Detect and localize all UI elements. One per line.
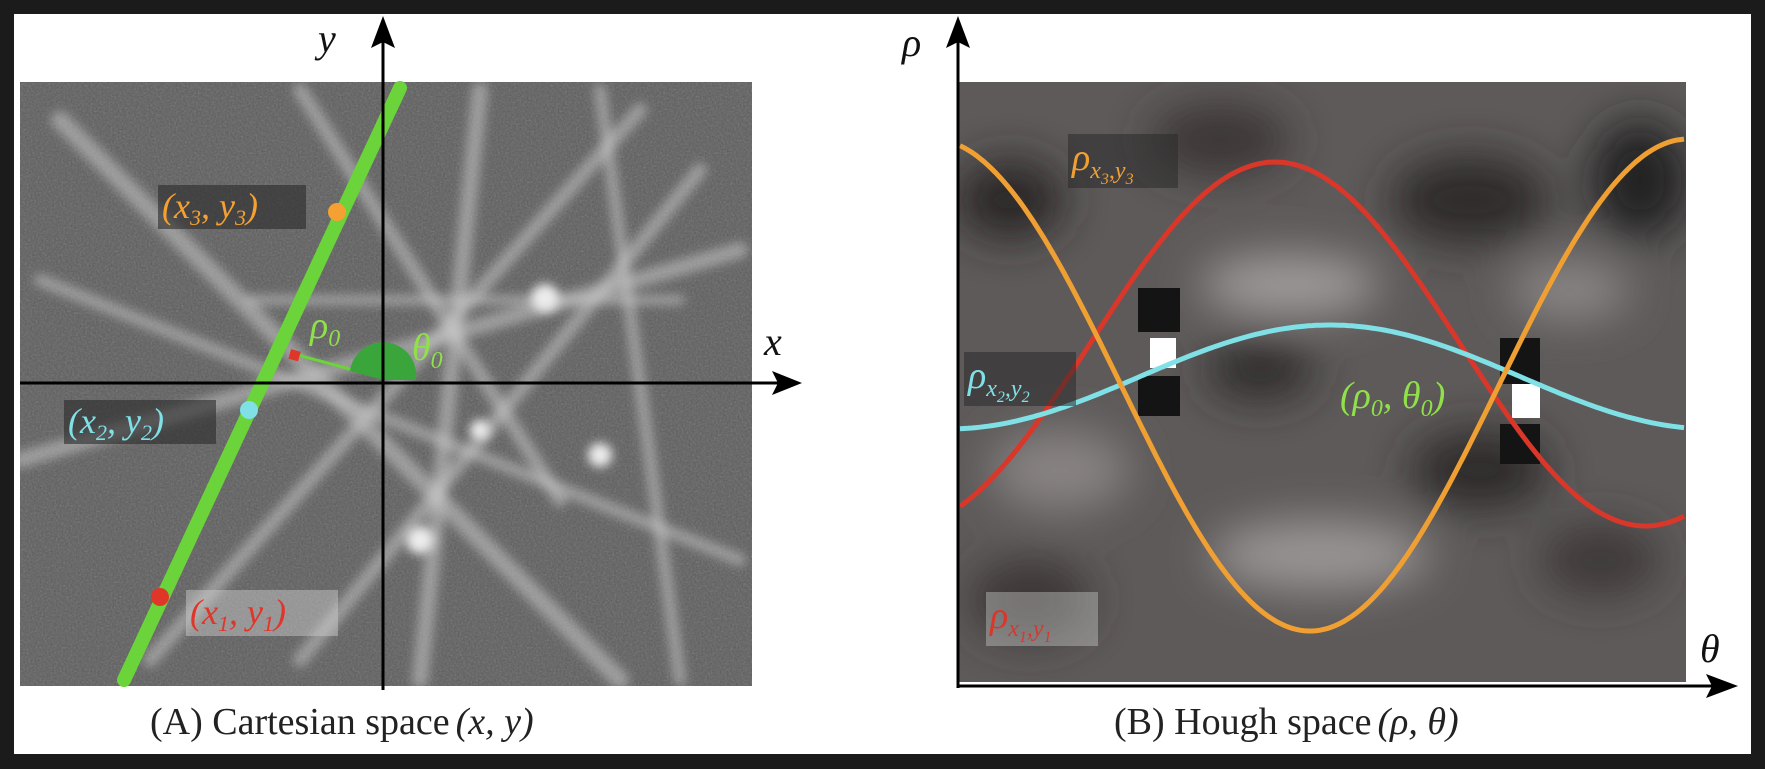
x-axis-label: x xyxy=(763,319,782,364)
point-1-label: (x1, y1) xyxy=(190,592,286,636)
panel-b-caption: (B) Hough space (ρ, θ) xyxy=(1114,701,1459,743)
curve-3-label: ρx3,y3 xyxy=(1071,137,1134,188)
right-angle-marker xyxy=(288,349,301,362)
y-axis-arrow xyxy=(371,16,395,48)
point-1-label-bg xyxy=(186,590,338,636)
y-axis-label: y xyxy=(314,16,336,61)
curve-rho-x3-y3 xyxy=(958,136,1685,634)
pattern-poles xyxy=(406,284,612,554)
theta0-label: θ0 xyxy=(412,327,443,374)
point-2-marker xyxy=(240,401,258,419)
theta-axis-label: θ xyxy=(1700,626,1720,671)
rho-axis-label: ρ xyxy=(900,20,921,65)
theta-axis-arrow xyxy=(1706,674,1738,698)
intersection-label: (ρ0, θ0) xyxy=(1340,375,1445,422)
curve-1-label: ρx1,y1 xyxy=(989,595,1052,646)
curve-3-label-bg xyxy=(1068,134,1178,188)
point-2-label: (x2, y2) xyxy=(68,401,164,445)
panel-b: θ ρ ρx3,y3 ρx2,y2 ρx1,y1 (ρ0, θ0) (B) Ho… xyxy=(900,16,1738,743)
curve-1-label-bg xyxy=(986,592,1098,646)
curve-2-label: ρx2,y2 xyxy=(967,355,1030,406)
point-1-marker xyxy=(151,588,169,606)
curve-rho-x2-y2 xyxy=(959,322,1685,432)
rho0-label: ρ0 xyxy=(309,305,340,352)
point-3-label-bg xyxy=(158,185,306,229)
point-2-label-bg xyxy=(64,400,216,444)
rho-axis-arrow xyxy=(946,16,970,48)
peak-left xyxy=(1138,288,1180,416)
point-3-marker xyxy=(328,203,346,221)
x-axis-arrow xyxy=(772,371,802,395)
curve-rho-x1-y1 xyxy=(958,159,1686,529)
panel-a-caption: (A) Cartesian space (x, y) xyxy=(150,701,534,743)
curve-2-label-bg xyxy=(964,352,1076,406)
point-3-label: (x3, y3) xyxy=(162,186,258,230)
panel-a: x y ρ0 θ0 (x3, y3) (x2, y2) (x1, y1) (A)… xyxy=(20,16,802,743)
